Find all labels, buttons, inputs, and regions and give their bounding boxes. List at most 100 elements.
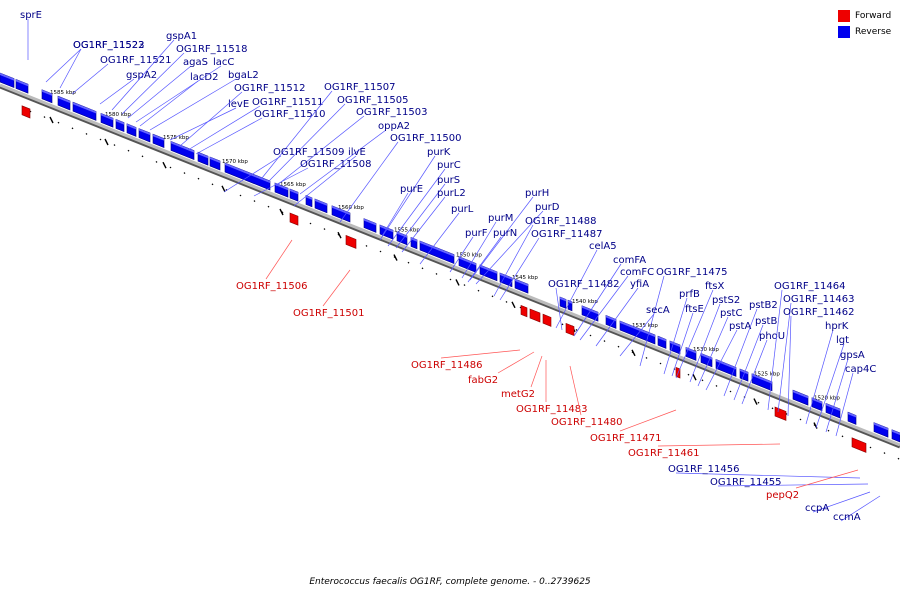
reverse-gene-block [479,264,498,282]
minor-tick [715,384,718,387]
genome-backbone [0,83,900,447]
reverse-gene-label: OG1RF_11487 [531,229,603,240]
reverse-gene-label: purK [427,147,451,158]
reverse-gene-highlight [848,412,856,418]
major-tick [49,116,54,124]
tick-label: 1565 kbp [280,182,306,188]
major-tick [393,254,398,261]
reverse-label-leader [299,129,387,195]
minor-tick [43,116,46,119]
legend-forward: Forward [838,8,898,24]
reverse-gene-label: levE [228,99,249,110]
reverse-label-leader [697,316,729,387]
reverse-gene-label: pstC [720,308,742,319]
reverse-gene-label: gpsA [840,350,865,361]
reverse-gene-highlight [306,195,312,200]
reverse-label-leader [45,48,82,83]
reverse-gene-label: ftsX [705,281,724,292]
minor-tick [239,194,242,197]
forward-label-leader [322,269,351,307]
reverse-label-leader [449,236,474,273]
minor-tick [169,166,172,169]
reverse-label-leader [579,275,629,341]
reverse-label-leader [71,63,109,95]
reverse-label-leader [111,39,175,111]
reverse-label-leader [777,302,792,413]
minor-tick [827,429,830,432]
legend: Forward Reverse [838,8,898,40]
reverse-label-leader [825,358,849,433]
reverse-label-leader [169,107,237,141]
reverse-label-leader [812,491,871,513]
reverse-label-leader [663,297,688,375]
reverse-label-leader [705,329,738,391]
minor-tick [365,244,368,247]
reverse-gene-label: OG1RF_11511 [252,97,324,108]
reverse-gene-label: secA [646,305,670,316]
reverse-gene-label: lacD2 [190,72,218,83]
minor-tick [561,323,564,326]
minor-tick [323,228,326,231]
minor-tick [869,446,872,449]
reverse-gene-label: OG1RF_11482 [548,279,620,290]
forward-gene-label: OG1RF_11486 [411,360,483,371]
tick-label: 1560 kbp [338,205,364,211]
reverse-gene-highlight [874,422,888,431]
tick-label: 1535 kbp [632,323,658,329]
reverse-label-leader [461,221,497,279]
tick-label: 1550 kbp [456,252,482,258]
reverse-gene-label: OG1RF_11462 [783,307,855,318]
forward-gene-label: pepQ2 [766,490,799,501]
reverse-label-leader [805,329,834,425]
reverse-label-leader [595,287,639,347]
minor-tick [71,127,74,130]
reverse-gene-label: purH [525,188,549,199]
tick-label: 1540 kbp [572,299,598,305]
reverse-label-leader [475,210,544,285]
reverse-gene-highlight [290,189,298,195]
tick-label: 1580 kbp [105,112,131,118]
forward-gene-block [289,212,299,226]
reverse-gene-label: OG1RF_11523 [73,40,145,51]
minor-tick [729,390,732,393]
forward-gene-block [542,313,552,327]
legend-reverse-label: Reverse [855,27,892,37]
reverse-label-leader [339,141,399,223]
reverse-label-leader [815,343,845,429]
legend-reverse: Reverse [838,24,898,40]
reverse-gene-label: purD [535,202,560,213]
reverse-gene-label: lgt [836,335,849,346]
reverse-gene-highlight [658,336,666,342]
legend-forward-swatch [838,10,850,22]
forward-label-leader [619,409,677,432]
forward-gene-block [21,105,31,119]
reverse-label-leader [179,91,243,147]
tick-label: 1545 kbp [512,275,538,281]
reverse-label-leader [267,103,346,183]
reverse-gene-block [314,198,328,214]
minor-tick [897,457,900,460]
reverse-label-leader [253,167,309,197]
reverse-gene-label: sprE [20,10,42,21]
forward-gene-label: OG1RF_11483 [516,404,588,415]
reverse-gene-label: yfiA [630,279,649,290]
forward-label-leader [795,469,859,489]
major-tick [104,138,109,146]
reverse-label-leader [401,196,446,253]
major-tick [337,231,342,239]
forward-label-leader [497,351,535,374]
minor-tick [113,144,116,147]
reverse-gene-label: OG1RF_11512 [234,83,306,94]
reverse-label-leader [379,155,436,241]
reverse-gene-label: OG1RF_11475 [656,267,728,278]
reverse-gene-label: pstS2 [712,295,740,306]
minor-tick [841,435,844,438]
minor-tick [589,334,592,337]
minor-tick [309,222,312,225]
minor-tick [799,418,802,421]
reverse-label-leader [223,155,282,193]
reverse-gene-highlight [332,205,350,215]
reverse-label-leader [499,237,540,301]
minor-tick [687,373,690,376]
